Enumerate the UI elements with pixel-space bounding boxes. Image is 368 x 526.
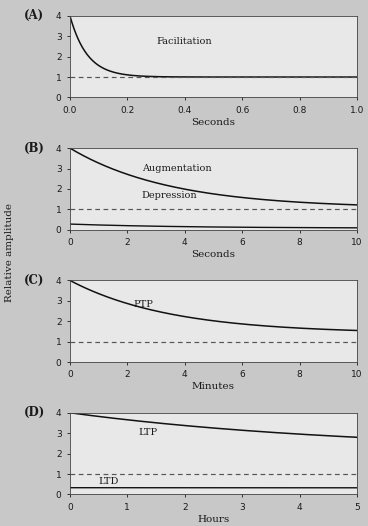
- X-axis label: Minutes: Minutes: [192, 382, 235, 391]
- X-axis label: Seconds: Seconds: [191, 250, 236, 259]
- Text: LTD: LTD: [99, 477, 119, 486]
- Text: Facilitation: Facilitation: [156, 37, 212, 46]
- X-axis label: Hours: Hours: [197, 514, 230, 523]
- Text: (D): (D): [24, 406, 45, 419]
- Text: (A): (A): [24, 9, 44, 22]
- X-axis label: Seconds: Seconds: [191, 118, 236, 127]
- Text: (C): (C): [24, 274, 45, 287]
- Text: Depression: Depression: [142, 191, 197, 200]
- Text: LTP: LTP: [139, 428, 158, 437]
- Text: (B): (B): [24, 141, 45, 155]
- Text: Augmentation: Augmentation: [142, 164, 211, 173]
- Text: PTP: PTP: [133, 300, 153, 309]
- Text: Relative amplitude: Relative amplitude: [5, 203, 14, 302]
